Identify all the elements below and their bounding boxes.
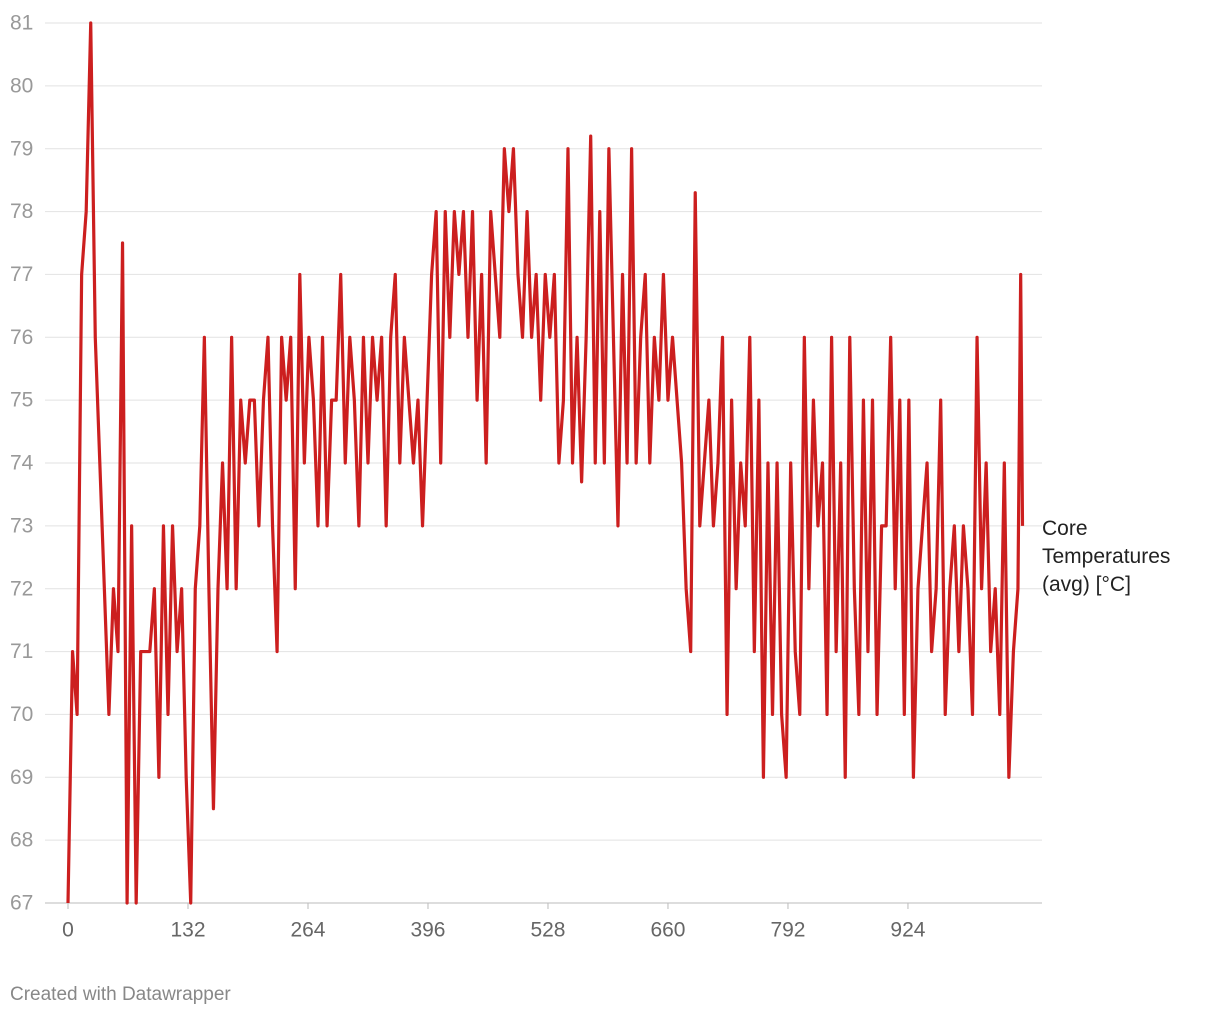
y-tick-label: 78 [10,200,33,223]
line [66,21,1025,905]
y-tick-label: 73 [10,514,33,537]
footer: Created with Datawrapper [10,984,231,1005]
y-tick-label: 72 [10,577,33,600]
y-tick-label: 69 [10,766,33,789]
x-tick-label: 528 [530,919,565,942]
y-tick-label: 68 [10,829,33,852]
x-tick-label: 660 [650,919,685,942]
x-tick-label: 396 [410,919,445,942]
y-tick-label: 79 [10,137,33,160]
x-tick-label: 0 [62,919,74,942]
y-tick-label: 80 [10,74,33,97]
x-tick-label: 792 [770,919,805,942]
y-tick-label: 76 [10,326,33,349]
y-tick-label: 70 [10,703,33,726]
x-tick-label: 264 [290,919,325,942]
y-tick-label: 74 [10,452,34,475]
y-tick-label: 75 [10,389,33,412]
y-tick-label: 77 [10,263,33,286]
y-tick-label: 81 [10,12,33,35]
x-tick-label: 132 [170,919,205,942]
series-label: Core Temperatures (avg) [°C] [1042,517,1171,596]
y-tick-label: 71 [10,640,33,663]
y-tick-label: 67 [10,892,33,915]
x-tick-label: 924 [890,919,925,942]
